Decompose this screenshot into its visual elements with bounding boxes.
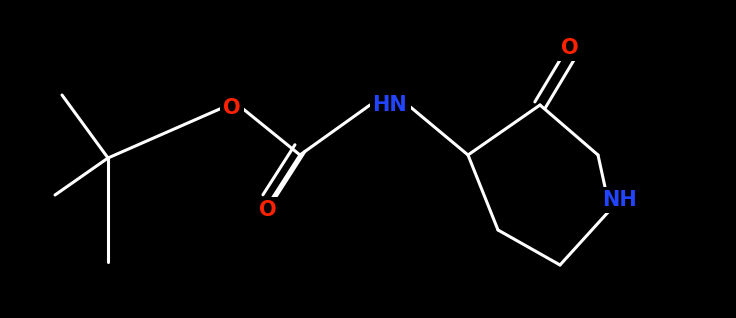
Text: O: O xyxy=(259,200,277,220)
Text: NH: NH xyxy=(603,190,637,210)
Text: O: O xyxy=(561,38,578,58)
Text: HN: HN xyxy=(372,95,407,115)
Text: O: O xyxy=(223,98,241,118)
